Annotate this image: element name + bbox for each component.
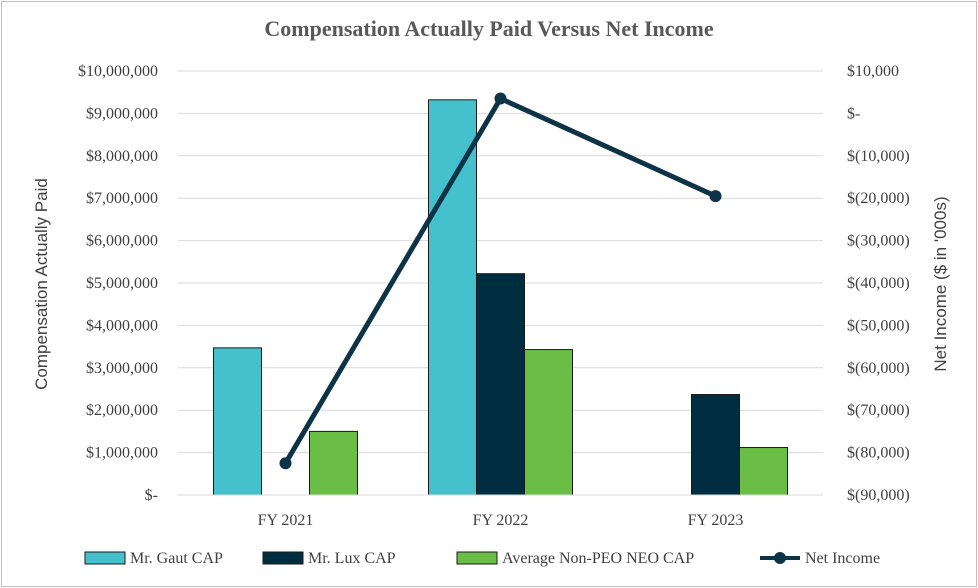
y2-tick-label: $(30,000) bbox=[847, 233, 910, 250]
y-tick-label: $2,000,000 bbox=[86, 402, 158, 419]
y-tick-label: $5,000,000 bbox=[86, 275, 158, 292]
net-income-point[interactable] bbox=[279, 457, 292, 470]
bar[interactable] bbox=[524, 349, 573, 496]
y-tick-label: $1,000,000 bbox=[86, 445, 158, 462]
legend-swatch bbox=[84, 551, 126, 565]
bar[interactable] bbox=[691, 394, 740, 496]
y2-tick-label: $(90,000) bbox=[847, 487, 910, 504]
x-tick-label: FY 2021 bbox=[258, 512, 314, 529]
legend-swatch bbox=[456, 551, 498, 565]
legend-label: Mr. Gaut CAP bbox=[130, 550, 223, 567]
bar[interactable] bbox=[476, 273, 525, 496]
x-tick-label: FY 2023 bbox=[688, 512, 744, 529]
bar[interactable] bbox=[739, 447, 788, 496]
legend-label: Net Income bbox=[805, 550, 880, 567]
chart-title: Compensation Actually Paid Versus Net In… bbox=[264, 16, 714, 41]
y-tick-label: $10,000,000 bbox=[78, 63, 158, 80]
y-tick-label: $6,000,000 bbox=[86, 233, 158, 250]
y-tick-label: $- bbox=[145, 487, 158, 504]
legend-marker bbox=[774, 552, 786, 564]
x-tick-label: FY 2022 bbox=[473, 512, 529, 529]
y-axis-title: Compensation Actually Paid bbox=[32, 178, 51, 390]
y2-tick-label: $(50,000) bbox=[847, 317, 910, 334]
bar[interactable] bbox=[213, 347, 262, 496]
net-income-point[interactable] bbox=[494, 92, 507, 105]
y2-tick-label: $(60,000) bbox=[847, 360, 910, 377]
y-tick-label: $3,000,000 bbox=[86, 360, 158, 377]
y-tick-label: $9,000,000 bbox=[86, 105, 158, 122]
y-tick-label: $7,000,000 bbox=[86, 190, 158, 207]
y2-tick-label: $(20,000) bbox=[847, 190, 910, 207]
y2-tick-label: $- bbox=[847, 105, 860, 122]
y2-axis-title: Net Income ($ in '000s) bbox=[931, 196, 950, 371]
y2-tick-label: $(70,000) bbox=[847, 402, 910, 419]
y2-tick-label: $10,000 bbox=[847, 63, 899, 80]
y2-tick-label: $(10,000) bbox=[847, 148, 910, 165]
bar[interactable] bbox=[309, 430, 358, 496]
y2-tick-label: $(80,000) bbox=[847, 445, 910, 462]
y2-tick-label: $(40,000) bbox=[847, 275, 910, 292]
y-tick-label: $4,000,000 bbox=[86, 317, 158, 334]
y-tick-label: $8,000,000 bbox=[86, 148, 158, 165]
net-income-point[interactable] bbox=[709, 190, 722, 203]
legend-label: Average Non-PEO NEO CAP bbox=[502, 550, 694, 567]
legend-swatch bbox=[262, 551, 304, 565]
bar[interactable] bbox=[428, 99, 477, 496]
legend-label: Mr. Lux CAP bbox=[308, 550, 396, 567]
